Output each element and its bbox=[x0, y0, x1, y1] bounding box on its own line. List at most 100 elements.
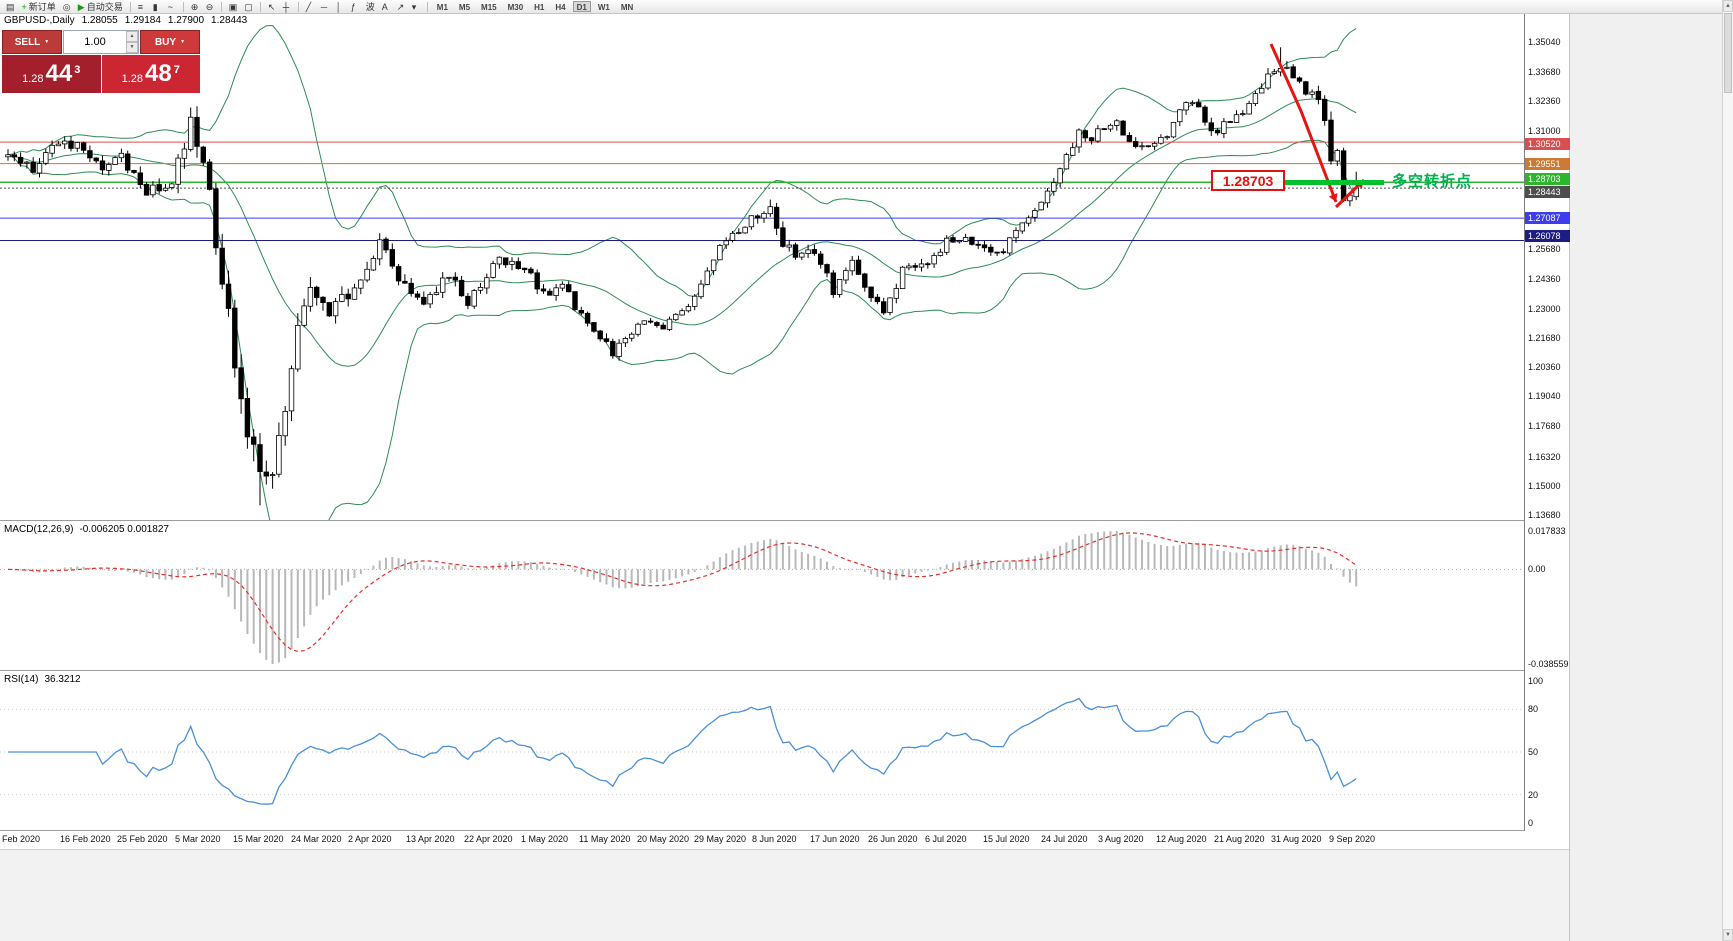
horizontal-level-lines[interactable] bbox=[0, 141, 1524, 241]
zoom-out-button[interactable]: ⊖ bbox=[203, 1, 217, 13]
time-axis-label: 9 Sep 2020 bbox=[1329, 834, 1376, 844]
time-axis-label: 11 May 2020 bbox=[579, 834, 631, 844]
buy-price-big: 48 bbox=[145, 60, 172, 87]
workspace-background bbox=[1569, 14, 1722, 941]
fibonacci-tool-icon: ƒ bbox=[350, 1, 356, 12]
crosshair-tool-button[interactable]: ┼ bbox=[280, 1, 294, 13]
axis-label: 100 bbox=[1528, 676, 1544, 686]
buy-button[interactable]: BUY ▼ bbox=[140, 30, 200, 54]
new-order-button[interactable]: + 新订单 bbox=[19, 1, 59, 13]
scroll-up-icon[interactable]: ▲ bbox=[1723, 0, 1733, 12]
vline-tool-button[interactable]: │ bbox=[333, 1, 347, 13]
time-axis-label: 25 Feb 2020 bbox=[117, 834, 168, 844]
fibonacci-tool-button[interactable]: ƒ bbox=[348, 1, 362, 13]
macd-name: MACD(12,26,9) bbox=[4, 524, 74, 535]
timeframe-h4[interactable]: H4 bbox=[555, 3, 566, 12]
window-bottom-area bbox=[0, 849, 1569, 941]
support-highlight-bar bbox=[1285, 180, 1384, 185]
timeframe-m15[interactable]: M15 bbox=[481, 3, 497, 12]
timeframe-m30[interactable]: M30 bbox=[507, 3, 524, 12]
auto-trading-button[interactable]: ▶ 自动交易 bbox=[75, 1, 126, 13]
hline-tool-button[interactable]: ─ bbox=[318, 1, 332, 13]
zoom-out-icon: ⊖ bbox=[205, 1, 214, 12]
one-click-trading-panel: SELL ▼ ▲ ▼ BUY ▼ 1.28 44 3 1.28 bbox=[2, 30, 200, 93]
time-axis-label: 26 Jun 2020 bbox=[868, 834, 918, 844]
chart-title: GBPUSD-,Daily 1.28055 1.29184 1.27900 1.… bbox=[4, 15, 247, 26]
charts-window-button[interactable]: ▤ bbox=[3, 1, 18, 13]
auto-trading-icon: ▶ bbox=[77, 1, 85, 12]
lot-decrement-button[interactable]: ▼ bbox=[126, 42, 138, 53]
lot-size-input[interactable] bbox=[64, 31, 126, 53]
time-axis-label: 13 Apr 2020 bbox=[406, 834, 455, 844]
panel-divider[interactable] bbox=[0, 520, 1569, 521]
navigator-button[interactable]: ◎ bbox=[60, 1, 74, 13]
buy-button-label: BUY bbox=[154, 36, 177, 48]
vertical-scrollbar[interactable]: ▲ ▼ bbox=[1722, 0, 1733, 941]
sell-price-big: 44 bbox=[45, 60, 73, 87]
macd-signal-line bbox=[7, 532, 1357, 653]
cascade-windows-button[interactable]: ▢ bbox=[241, 1, 256, 13]
bar-chart-mode-button[interactable]: ≡ bbox=[135, 1, 149, 13]
timeframe-w1[interactable]: W1 bbox=[597, 3, 610, 12]
vline-tool-icon: │ bbox=[335, 1, 342, 12]
price-axis[interactable]: 1.35040 1.33680 1.32360 1.31000 1.25680 1.243… bbox=[1524, 14, 1570, 831]
toolbar-separator bbox=[259, 1, 261, 12]
candle-chart-mode-button[interactable]: ▮ bbox=[150, 1, 164, 13]
macd-label: MACD(12,26,9) -0.006205 0.001827 bbox=[4, 524, 169, 535]
scrollbar-thumb[interactable] bbox=[1724, 13, 1732, 93]
new-order-label: 新订单 bbox=[28, 2, 56, 12]
timeframe-h1[interactable]: H1 bbox=[534, 3, 545, 12]
price-tag: 1.30520 bbox=[1525, 138, 1570, 150]
axis-label: 1.32360 bbox=[1528, 96, 1561, 106]
time-axis-label: 15 Mar 2020 bbox=[233, 834, 284, 844]
ohlc-open: 1.28055 bbox=[81, 15, 118, 26]
trendline-tool-button[interactable]: ╱ bbox=[303, 1, 317, 13]
toolbar-separator bbox=[426, 1, 428, 12]
candle-chart-mode-icon: ▮ bbox=[152, 1, 158, 12]
shapes-tool-icon: ▾ bbox=[411, 1, 417, 12]
buy-price-display[interactable]: 1.28 48 7 bbox=[101, 55, 200, 93]
axis-label: 1.17680 bbox=[1528, 421, 1561, 431]
macd-panel-canvas[interactable] bbox=[0, 521, 1524, 670]
arrow-tool-button[interactable]: ↗ bbox=[394, 1, 408, 13]
text-tool-button[interactable]: A bbox=[379, 1, 393, 13]
line-chart-mode-button[interactable]: ~ bbox=[165, 1, 179, 13]
lot-size-field: ▲ ▼ bbox=[63, 30, 139, 54]
wave-tool-button[interactable]: 波 bbox=[363, 1, 378, 13]
zoom-in-button[interactable]: ⊕ bbox=[188, 1, 202, 13]
axis-label: 1.35040 bbox=[1528, 37, 1561, 47]
sell-price-display[interactable]: 1.28 44 3 bbox=[2, 55, 101, 93]
axis-label: 20 bbox=[1528, 790, 1539, 800]
axis-label: 1.15000 bbox=[1528, 481, 1561, 491]
scroll-down-icon[interactable]: ▼ bbox=[1723, 929, 1733, 941]
time-axis-label: 6 Jul 2020 bbox=[925, 834, 967, 844]
candlestick-chart-canvas[interactable] bbox=[0, 14, 1524, 520]
time-axis-label: 5 Mar 2020 bbox=[175, 834, 221, 844]
timeframe-mn[interactable]: MN bbox=[620, 3, 634, 12]
timeframe-d1[interactable]: D1 bbox=[572, 1, 591, 12]
toolbar-separator bbox=[220, 1, 222, 12]
macd-values: -0.006205 0.001827 bbox=[79, 524, 169, 535]
rsi-name: RSI(14) bbox=[4, 674, 39, 685]
time-axis-label: 15 Jul 2020 bbox=[983, 834, 1030, 844]
trendline-tool-icon: ╱ bbox=[305, 1, 312, 12]
macd-histogram bbox=[13, 531, 1358, 664]
axis-label: -0.038559 bbox=[1528, 659, 1569, 669]
time-axis[interactable]: Feb 2020 16 Feb 2020 25 Feb 2020 5 Mar 2020… bbox=[0, 831, 1569, 849]
axis-label: 1.25680 bbox=[1528, 244, 1561, 254]
lot-increment-button[interactable]: ▲ bbox=[126, 31, 138, 42]
rsi-panel-canvas[interactable] bbox=[0, 671, 1524, 830]
cascade-windows-icon: ▢ bbox=[244, 1, 253, 12]
shapes-tool-button[interactable]: ▾ bbox=[409, 1, 423, 13]
sell-button[interactable]: SELL ▼ bbox=[2, 30, 62, 54]
timeframe-m5[interactable]: M5 bbox=[458, 3, 471, 12]
chart-area[interactable]: GBPUSD-,Daily 1.28055 1.29184 1.27900 1.… bbox=[0, 14, 1524, 520]
cursor-tool-button[interactable]: ↖ bbox=[265, 1, 279, 13]
timeframe-m1[interactable]: M1 bbox=[436, 3, 448, 12]
rsi-value: 36.3212 bbox=[44, 674, 81, 685]
tile-windows-button[interactable]: ▣ bbox=[226, 1, 241, 13]
panel-divider[interactable] bbox=[0, 830, 1569, 831]
toolbar-separator bbox=[182, 1, 184, 12]
axis-label: 0.00 bbox=[1528, 564, 1546, 574]
panel-divider[interactable] bbox=[0, 670, 1569, 671]
